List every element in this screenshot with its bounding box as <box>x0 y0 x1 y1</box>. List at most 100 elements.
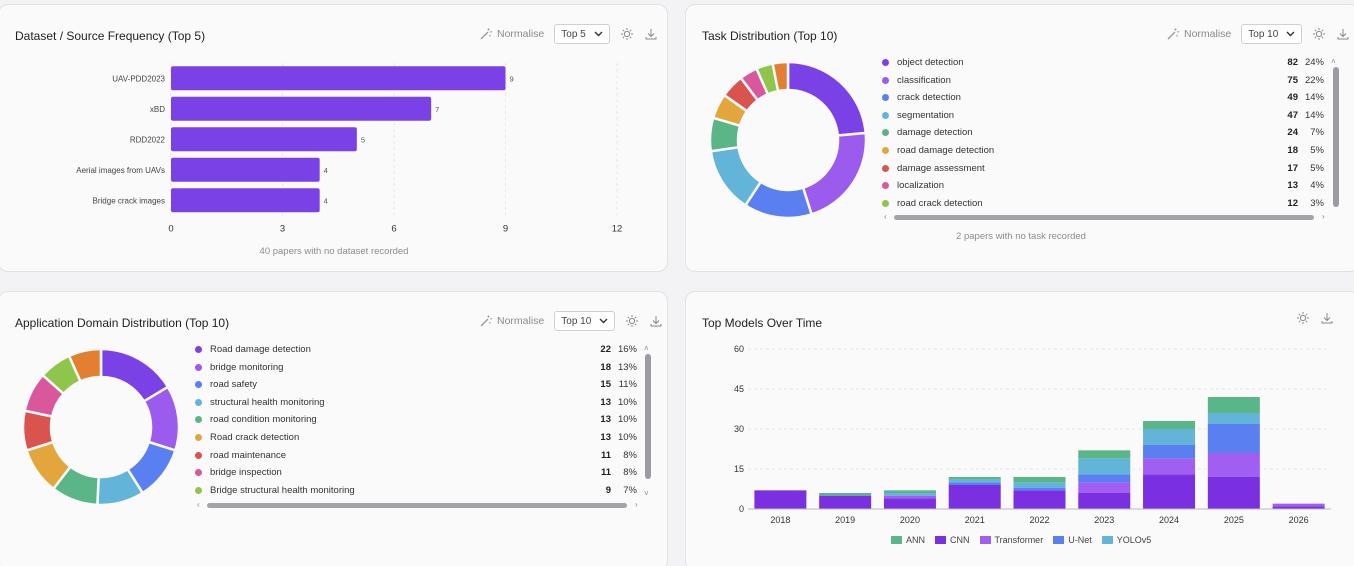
data-label: 7 <box>435 105 439 114</box>
scroll-right-icon[interactable]: › <box>1322 212 1325 221</box>
chevron-down-icon <box>594 31 603 37</box>
legend-swatch <box>1053 536 1065 544</box>
legend-row[interactable]: damage assessment 17 5% <box>882 160 1332 177</box>
dataset-card-title: Dataset / Source Frequency (Top 5) <box>15 29 206 43</box>
stacked-bar-segment <box>883 495 936 499</box>
top-n-value: Top 10 <box>561 315 592 327</box>
normalise-toggle[interactable]: Normalise <box>479 27 544 41</box>
scroll-left-icon[interactable]: ‹ <box>884 212 887 221</box>
legend-percent: 13% <box>617 361 637 373</box>
legend-label: road safety <box>210 379 257 391</box>
y-tick-label: 60 <box>734 344 744 354</box>
task-legend: object detection 82 24% classification 75 22%… <box>882 54 1332 214</box>
x-tick-label: 0 <box>168 224 173 235</box>
x-tick-label: 9 <box>503 224 508 235</box>
models-over-time-card: Top Models Over Time 0 15 30 45 60 2018 2019 20… <box>685 291 1354 566</box>
top-n-select[interactable]: Top 10 <box>554 311 616 331</box>
legend-percent: 24% <box>1304 57 1324 68</box>
donut-slice <box>771 60 790 93</box>
legend-item[interactable]: ANN <box>891 535 925 545</box>
legend-percent: 8% <box>623 467 637 479</box>
scroll-up-icon[interactable]: ˄ <box>644 344 649 353</box>
legend-label: Transformer <box>994 535 1044 545</box>
data-label: 4 <box>324 196 328 205</box>
legend-row[interactable]: structural health monitoring 13 10% <box>195 394 645 411</box>
top-n-select[interactable]: Top 5 <box>554 24 610 44</box>
domain-donut-chart <box>21 347 181 507</box>
legend-row[interactable]: damage detection 24 7% <box>882 124 1332 141</box>
legend-label: segmentation <box>897 109 955 121</box>
legend-item[interactable]: YOLOv5 <box>1101 535 1151 545</box>
stacked-bar-segment <box>1013 490 1066 509</box>
legend-count: 22 <box>600 344 611 355</box>
top-n-value: Top 10 <box>1248 28 1279 40</box>
legend-row[interactable]: localization 13 4% <box>882 177 1332 194</box>
legend-count: 13 <box>600 414 611 426</box>
bar <box>171 188 320 213</box>
legend-label: Bridge structural health monitoring <box>210 484 355 496</box>
legend-percent: 10% <box>617 432 637 443</box>
legend-row[interactable]: road condition monitoring 13 10% <box>195 411 645 428</box>
download-icon[interactable] <box>1336 27 1350 41</box>
task-legend-hscroll[interactable] <box>894 215 1314 220</box>
normalise-toggle[interactable]: Normalise <box>1166 27 1231 41</box>
legend-row[interactable]: road maintenance 11 8% <box>195 447 645 464</box>
legend-dot <box>882 59 889 66</box>
legend-row[interactable]: Bridge structural health monitoring 9 7% <box>195 482 645 499</box>
scroll-right-icon[interactable]: › <box>635 500 638 509</box>
normalise-toggle[interactable]: Normalise <box>479 314 544 328</box>
legend-percent: 16% <box>617 344 637 355</box>
domain-legend-hscroll[interactable] <box>207 503 627 508</box>
theme-sun-icon[interactable] <box>1312 27 1326 41</box>
legend-row[interactable]: classification 75 22% <box>882 72 1332 89</box>
legend-dot <box>882 129 889 137</box>
stacked-bar-segment <box>1143 445 1196 459</box>
donut-slice <box>801 131 868 216</box>
legend-dot <box>882 199 889 207</box>
top-n-select[interactable]: Top 10 <box>1241 24 1303 44</box>
legend-count: 13 <box>600 432 611 443</box>
legend-row[interactable]: Road damage detection 22 16% <box>195 341 645 358</box>
legend-row[interactable]: segmentation 47 14% <box>882 107 1332 124</box>
legend-label: damage detection <box>897 127 973 139</box>
legend-row[interactable]: bridge monitoring 18 13% <box>195 359 645 376</box>
theme-sun-icon[interactable] <box>625 314 639 328</box>
theme-sun-icon[interactable] <box>620 27 634 41</box>
task-legend-vscroll[interactable] <box>1333 67 1339 207</box>
legend-percent: 10% <box>617 414 637 426</box>
domain-legend-vscroll[interactable] <box>645 354 651 479</box>
stacked-bar-segment <box>883 498 936 509</box>
stacked-bar-segment <box>1013 482 1066 488</box>
legend-label: crack detection <box>897 92 961 104</box>
scroll-up-icon[interactable]: ˄ <box>1331 57 1336 66</box>
download-icon[interactable] <box>649 314 663 328</box>
theme-sun-icon[interactable] <box>1296 311 1310 325</box>
legend-row[interactable]: object detection 82 24% <box>882 54 1332 71</box>
legend-label: road damage detection <box>897 145 995 156</box>
legend-row[interactable]: road safety 15 11% <box>195 376 645 393</box>
legend-label: damage assessment <box>897 162 985 174</box>
legend-item[interactable]: U-Net <box>1053 535 1092 545</box>
download-icon[interactable] <box>644 27 658 41</box>
models-stacked-bar-chart: 0 15 30 45 60 2018 2019 2020 2021 2022 2023 2024 202… <box>734 344 1331 525</box>
legend-label: structural health monitoring <box>210 396 325 408</box>
legend-row[interactable]: road crack detection 12 3% <box>882 195 1332 212</box>
domain-distribution-card: Application Domain Distribution (Top 10)… <box>0 291 668 566</box>
legend-dot <box>882 147 889 154</box>
legend-row[interactable]: Road crack detection 13 10% <box>195 429 645 446</box>
scroll-down-icon[interactable]: ˅ <box>644 489 649 498</box>
scroll-left-icon[interactable]: ‹ <box>197 500 200 509</box>
download-icon[interactable] <box>1320 311 1334 325</box>
legend-item[interactable]: Transformer <box>979 535 1044 545</box>
legend-label: classification <box>897 74 951 86</box>
legend-label: localization <box>897 180 944 192</box>
stacked-bar-segment <box>1078 482 1131 493</box>
legend-dot <box>882 94 889 102</box>
legend-item[interactable]: CNN <box>935 535 970 545</box>
x-tick-label: 2021 <box>965 515 985 525</box>
stacked-bar-segment <box>754 490 807 509</box>
legend-row[interactable]: bridge inspection 11 8% <box>195 464 645 481</box>
legend-row[interactable]: road damage detection 18 5% <box>882 142 1332 159</box>
legend-count: 11 <box>600 449 611 461</box>
legend-row[interactable]: crack detection 49 14% <box>882 89 1332 106</box>
